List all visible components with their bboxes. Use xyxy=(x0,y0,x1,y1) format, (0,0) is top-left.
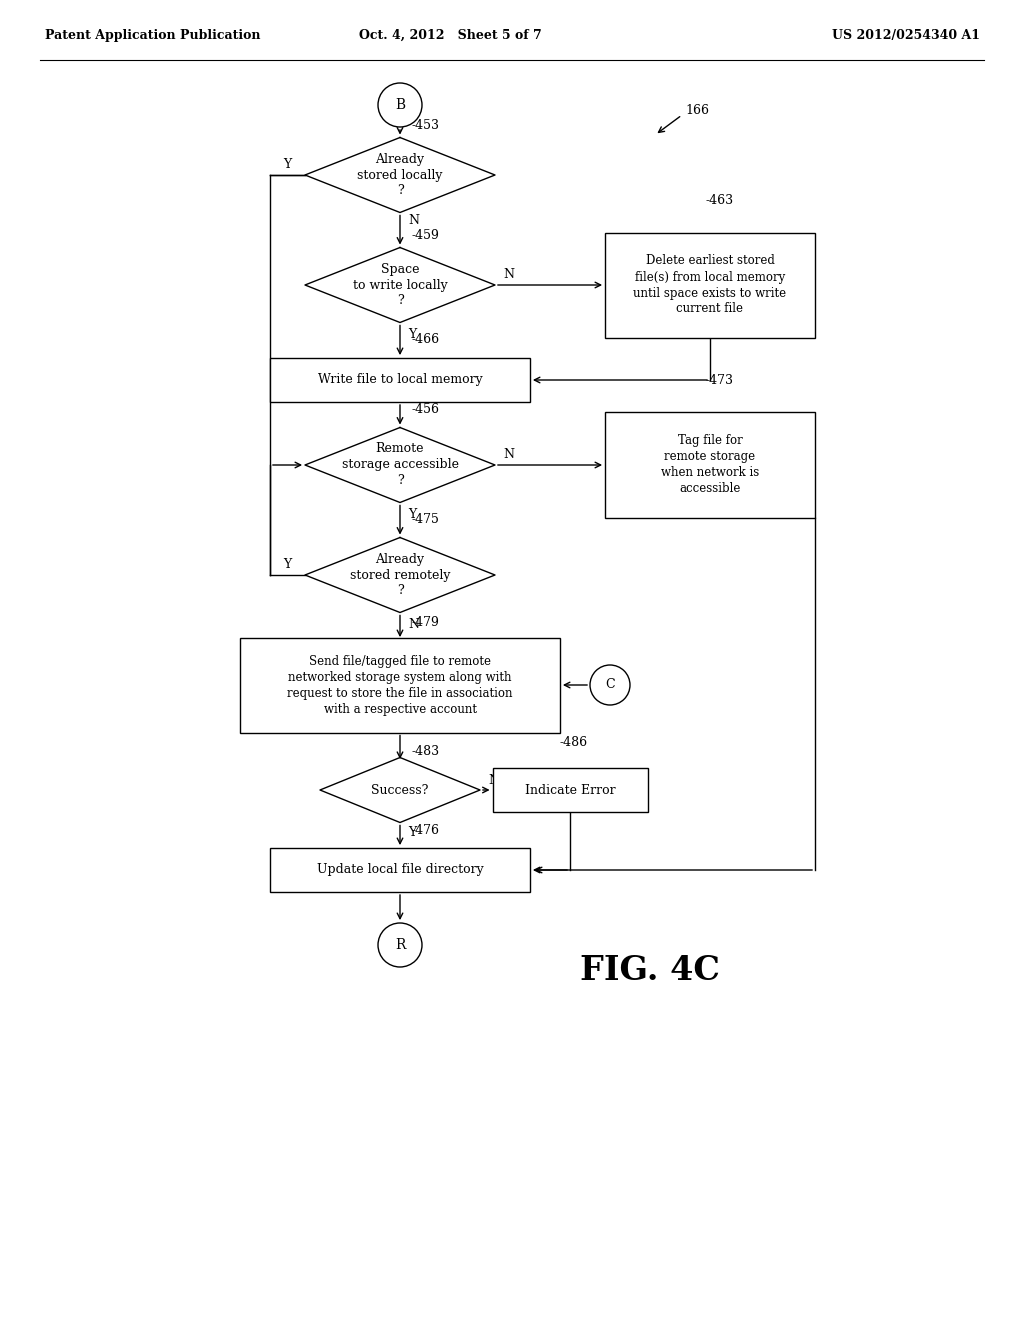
Text: C: C xyxy=(605,678,614,692)
Text: -456: -456 xyxy=(412,403,440,416)
Text: Y: Y xyxy=(408,508,416,521)
Circle shape xyxy=(378,83,422,127)
Text: Delete earliest stored
file(s) from local memory
until space exists to write
cur: Delete earliest stored file(s) from loca… xyxy=(634,255,786,315)
Text: Update local file directory: Update local file directory xyxy=(316,863,483,876)
Text: -466: -466 xyxy=(412,334,440,346)
Text: N: N xyxy=(408,214,419,227)
Text: N: N xyxy=(488,774,499,787)
Text: N: N xyxy=(408,618,419,631)
Text: Already
stored locally
?: Already stored locally ? xyxy=(357,153,442,198)
Text: -473: -473 xyxy=(705,374,733,387)
Text: -483: -483 xyxy=(412,746,440,759)
Circle shape xyxy=(590,665,630,705)
Polygon shape xyxy=(305,248,495,322)
Text: B: B xyxy=(395,98,406,112)
Text: Remote
storage accessible
?: Remote storage accessible ? xyxy=(341,442,459,487)
Text: Send file/tagged file to remote
networked storage system along with
request to s: Send file/tagged file to remote networke… xyxy=(288,655,513,715)
Text: N: N xyxy=(503,449,514,462)
Polygon shape xyxy=(305,137,495,213)
Bar xyxy=(493,768,647,812)
Text: -459: -459 xyxy=(412,228,440,242)
Text: Already
stored remotely
?: Already stored remotely ? xyxy=(350,553,451,598)
Text: -479: -479 xyxy=(412,615,440,628)
Text: Success?: Success? xyxy=(372,784,429,796)
Bar xyxy=(240,638,560,733)
Bar xyxy=(605,232,815,338)
Text: Space
to write locally
?: Space to write locally ? xyxy=(352,263,447,308)
Text: N: N xyxy=(503,268,514,281)
Circle shape xyxy=(378,923,422,968)
Text: Y: Y xyxy=(408,826,416,840)
Bar xyxy=(270,847,530,892)
Text: Y: Y xyxy=(408,327,416,341)
Text: Indicate Error: Indicate Error xyxy=(524,784,615,796)
Text: Y: Y xyxy=(283,558,291,572)
Text: Y: Y xyxy=(283,158,291,172)
Text: -476: -476 xyxy=(412,824,440,837)
Polygon shape xyxy=(319,758,480,822)
Bar xyxy=(270,358,530,403)
Text: Write file to local memory: Write file to local memory xyxy=(317,374,482,387)
Text: US 2012/0254340 A1: US 2012/0254340 A1 xyxy=(833,29,980,41)
Bar xyxy=(605,412,815,517)
Text: -475: -475 xyxy=(412,513,440,525)
Text: -486: -486 xyxy=(560,737,588,750)
Text: -453: -453 xyxy=(412,119,440,132)
Text: R: R xyxy=(395,939,406,952)
Polygon shape xyxy=(305,428,495,503)
Polygon shape xyxy=(305,537,495,612)
Text: Oct. 4, 2012   Sheet 5 of 7: Oct. 4, 2012 Sheet 5 of 7 xyxy=(358,29,542,41)
Text: Patent Application Publication: Patent Application Publication xyxy=(45,29,260,41)
Text: -463: -463 xyxy=(705,194,733,207)
Text: Tag file for
remote storage
when network is
accessible: Tag file for remote storage when network… xyxy=(660,434,759,495)
Text: 166: 166 xyxy=(685,103,709,116)
Text: FIG. 4C: FIG. 4C xyxy=(580,953,720,986)
